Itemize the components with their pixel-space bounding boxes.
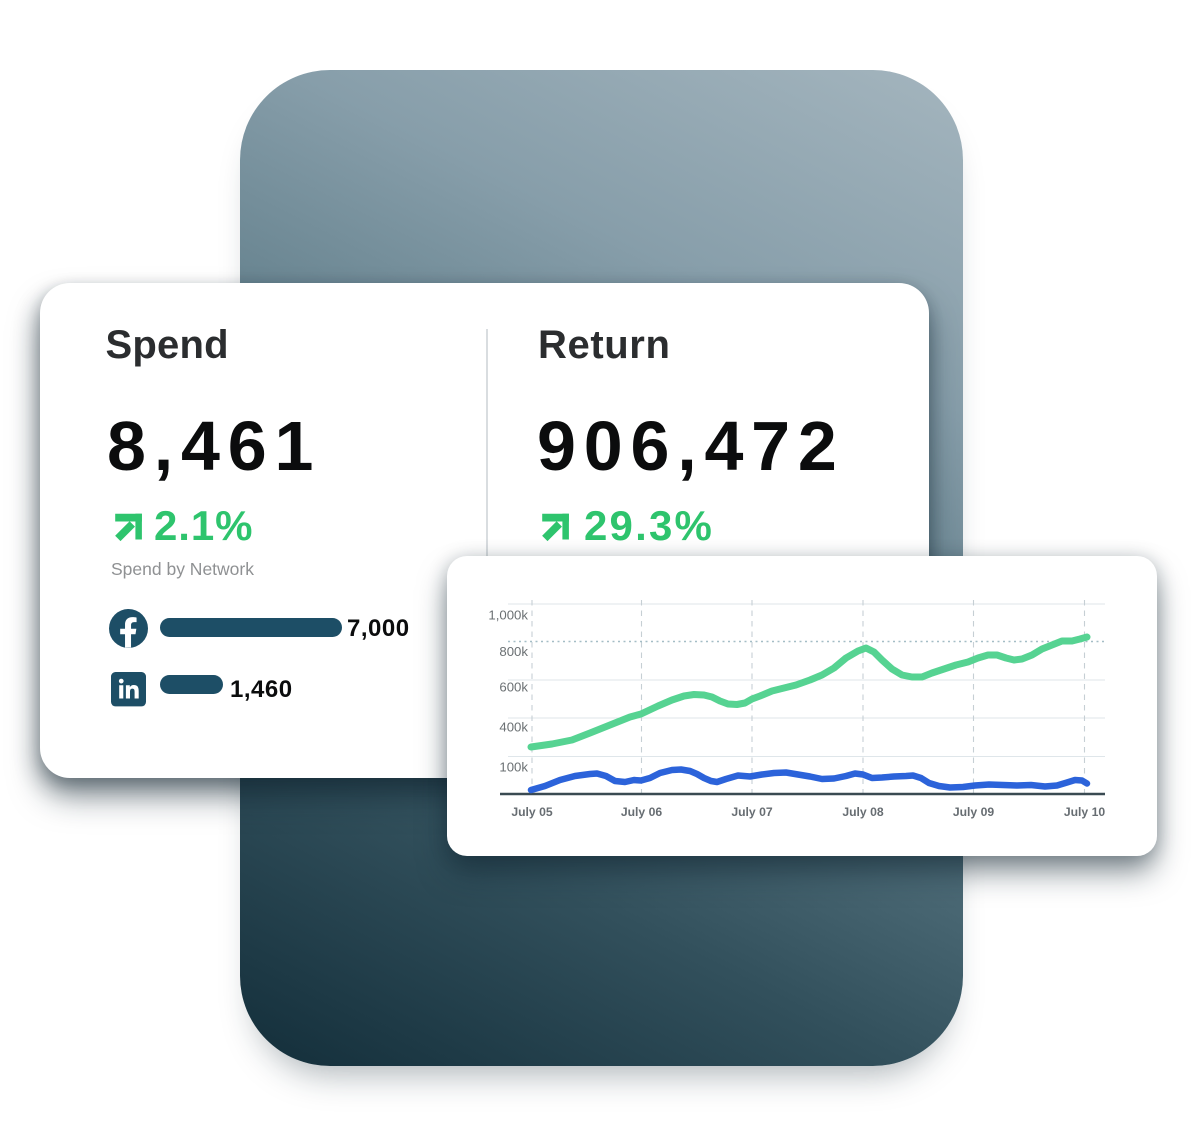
svg-text:July 07: July 07 [731,805,773,819]
svg-text:July 05: July 05 [511,805,553,819]
svg-text:July 06: July 06 [621,805,663,819]
svg-text:100k: 100k [499,760,528,775]
svg-text:July 09: July 09 [953,805,995,819]
svg-text:400k: 400k [499,720,528,735]
svg-text:July 10: July 10 [1064,805,1106,819]
svg-text:July 08: July 08 [842,805,884,819]
svg-text:800k: 800k [499,644,528,659]
svg-text:1,000k: 1,000k [488,608,528,623]
svg-text:600k: 600k [499,680,528,695]
